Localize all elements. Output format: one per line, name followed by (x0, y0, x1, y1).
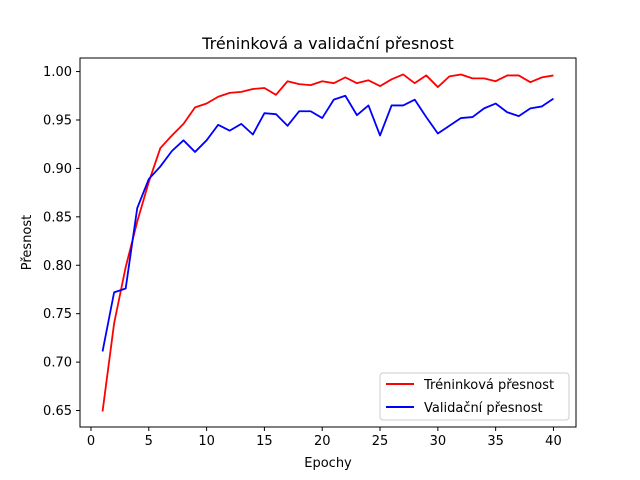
x-tick-label: 10 (198, 434, 215, 449)
y-tick-label: 1.00 (43, 65, 72, 80)
legend: Tréninková přesnost Validační přesnost (379, 372, 570, 421)
legend-label-train: Tréninková přesnost (423, 378, 554, 393)
y-axis-label: Přesnost (20, 215, 35, 271)
series-line-train (101, 73, 554, 412)
axes-frame (79, 57, 577, 428)
series-line-validation (101, 94, 554, 352)
legend-box (379, 372, 570, 421)
x-tick-label: 0 (87, 434, 95, 449)
x-tick-label: 25 (372, 434, 389, 449)
y-tick-label: 0.80 (43, 259, 72, 274)
x-axis-label: Epochy (304, 456, 352, 471)
x-tick-label: 5 (145, 434, 153, 449)
chart-title: Tréninková a validační přesnost (201, 34, 454, 53)
plot-area (101, 73, 554, 412)
x-tick-label: 35 (487, 434, 504, 449)
y-tick-label: 0.70 (43, 356, 72, 371)
y-tick-label: 0.95 (43, 113, 72, 128)
y-tick-label: 0.85 (43, 210, 72, 225)
x-tick-label: 20 (314, 434, 331, 449)
x-tick-label: 30 (430, 434, 447, 449)
x-tick-label: 40 (545, 434, 562, 449)
y-tick-label: 0.65 (43, 404, 72, 419)
legend-label-validation: Validační přesnost (424, 401, 543, 416)
x-axis: 0 5 10 15 20 25 30 35 40 (87, 427, 562, 449)
x-tick-label: 15 (256, 434, 273, 449)
y-axis: 0.65 0.70 0.75 0.80 0.85 0.90 0.95 1.00 (43, 65, 80, 419)
y-tick-label: 0.75 (43, 307, 72, 322)
y-tick-label: 0.90 (43, 162, 72, 177)
